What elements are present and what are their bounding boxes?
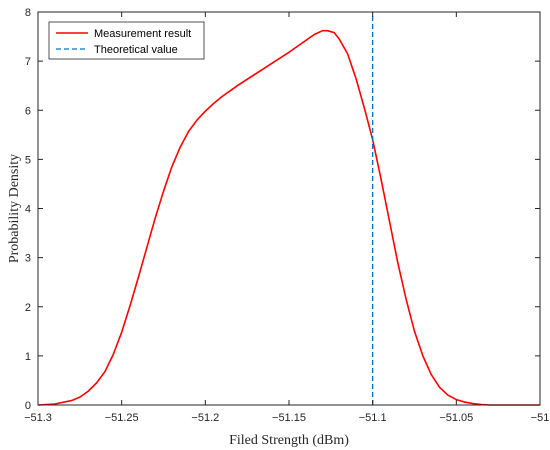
y-tick-label: 1 <box>25 351 31 363</box>
legend-box <box>48 21 205 60</box>
y-tick-label: 2 <box>25 302 31 314</box>
y-tick-label: 6 <box>25 105 31 117</box>
y-tick-label: 0 <box>25 400 31 412</box>
legend: Measurement result Theoretical value <box>48 21 205 60</box>
x-tick-label: −51.25 <box>105 412 139 424</box>
x-axis-label: Filed Strength (dBm) <box>229 433 349 448</box>
ticks-layer: −51.3 −51.25 −51.2 −51.15 −51.1 −51.05 −51 0 1 2 3… <box>24 7 549 424</box>
legend-label: Measurement result <box>94 28 191 40</box>
x-tick-label: −51.3 <box>24 412 52 424</box>
x-tick-label: −51 <box>531 412 550 424</box>
plot-area <box>38 12 540 405</box>
x-tick-label: −51.15 <box>272 412 306 424</box>
series-measurement-result-line <box>37 29 540 406</box>
y-tick-label: 3 <box>25 253 31 265</box>
y-tick-label: 5 <box>25 154 31 166</box>
y-tick-label: 7 <box>25 56 31 68</box>
x-tick-label: −51.1 <box>359 412 387 424</box>
y-tick-label: 4 <box>25 204 31 216</box>
y-axis-label: Probability Density <box>7 154 22 263</box>
x-tick-label: −51.2 <box>191 412 219 424</box>
y-tick-label: 8 <box>25 7 31 19</box>
series-layer <box>37 12 540 406</box>
x-tick-label: −51.05 <box>439 412 473 424</box>
legend-label: Theoretical value <box>94 44 178 56</box>
